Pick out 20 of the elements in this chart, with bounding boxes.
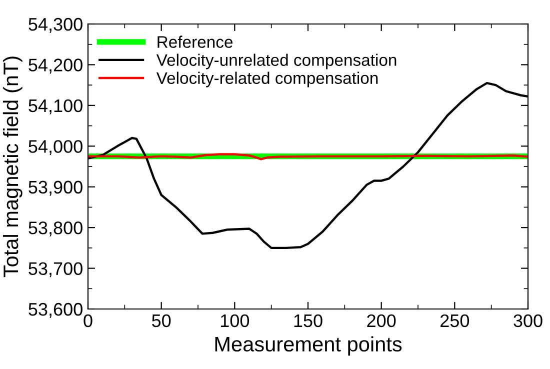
x-tick-label: 200 [367, 314, 396, 328]
y-tick-label: 53,600 [28, 302, 82, 318]
x-axis-title: Measurement points [215, 336, 402, 356]
x-tick-label: 0 [84, 314, 92, 328]
y-tick-label: 54,000 [28, 140, 82, 155]
x-tick-label: 150 [294, 314, 322, 328]
x-tick-label: 100 [220, 314, 250, 328]
legend-label: Velocity-related compensation [156, 72, 378, 88]
legend-label: Velocity-unrelated compensation [156, 54, 396, 70]
y-tick-label: 53,900 [28, 180, 82, 196]
y-tick-label: 53,700 [28, 262, 82, 278]
y-axis-title: Total magnetic field (nT) [2, 56, 22, 278]
y-tick-label: 54,100 [28, 99, 82, 114]
y-tick-label: 54,200 [28, 58, 82, 74]
x-tick-label: 300 [514, 314, 542, 328]
x-tick-label: 50 [152, 314, 171, 328]
x-tick-label: 250 [440, 314, 470, 328]
legend-label: Reference [158, 36, 232, 48]
y-tick-label: 53,800 [28, 222, 82, 236]
y-tick-label: 54,300 [28, 18, 82, 33]
